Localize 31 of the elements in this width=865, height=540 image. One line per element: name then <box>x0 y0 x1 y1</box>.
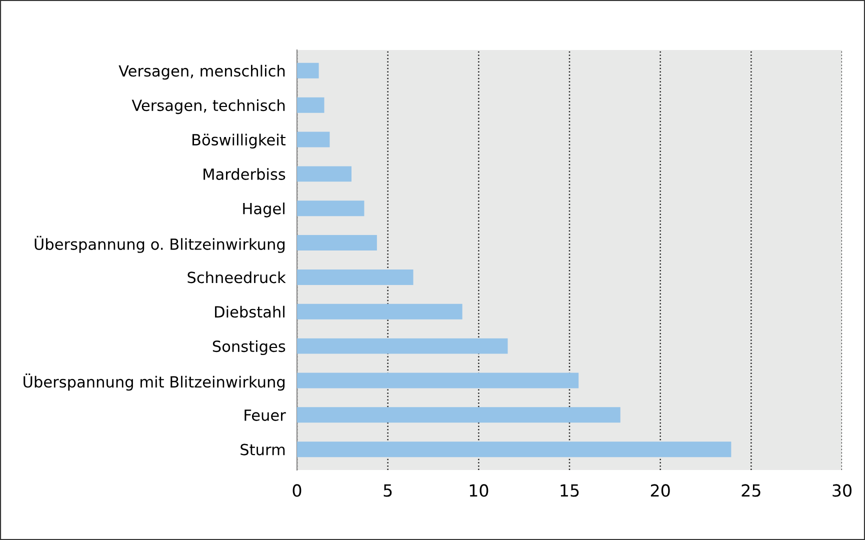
bar <box>297 442 732 458</box>
y-tick-label: Überspannung mit Blitzeinwirkung <box>24 374 285 391</box>
y-tick-label: Sturm <box>240 444 285 456</box>
bar <box>297 235 377 251</box>
bar <box>297 97 324 113</box>
y-tick-label: Böswilligkeit <box>192 134 286 148</box>
y-tick-label: Hagel <box>243 202 284 218</box>
x-tick-label: 10 <box>470 484 488 497</box>
x-tick-label: 15 <box>560 484 579 497</box>
y-tick-label: Feuer <box>244 410 286 421</box>
y-tick-label: Überspannung o. Blitzeinwirkung <box>34 236 285 253</box>
bar <box>297 200 364 216</box>
x-tick-label: 30 <box>832 484 852 497</box>
x-tick-label: 25 <box>742 484 760 497</box>
y-tick-label: Sonstiges <box>212 340 286 356</box>
y-tick-label: Versagen, technisch <box>132 99 285 114</box>
bar <box>297 132 330 148</box>
bar <box>297 269 414 285</box>
y-tick-label: Marderbiss <box>204 168 286 180</box>
x-tick-label: 5 <box>384 484 392 497</box>
y-tick-label: Versagen, menschlich <box>118 64 285 80</box>
bar <box>297 338 508 354</box>
bar <box>297 62 319 78</box>
x-tick-label: 20 <box>650 484 670 497</box>
bar <box>297 407 620 423</box>
y-tick-label: Schneedruck <box>188 271 286 284</box>
bar <box>297 372 579 388</box>
y-tick-label: Diebstahl <box>215 306 284 318</box>
bar <box>297 166 352 182</box>
bar <box>297 304 462 320</box>
x-tick-label: 0 <box>292 484 302 497</box>
